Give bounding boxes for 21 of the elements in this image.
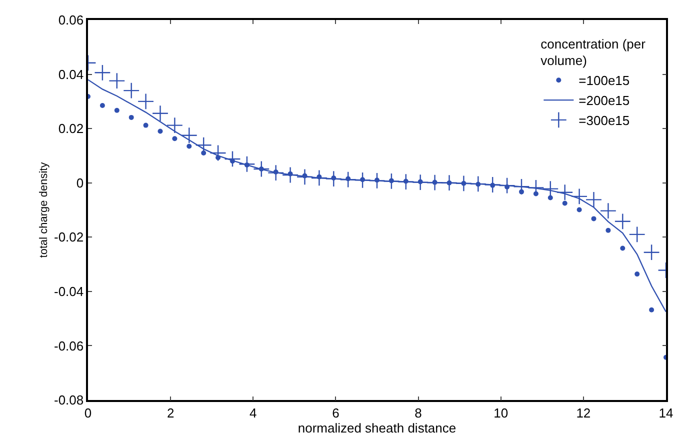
y-tick-label: 0.02 xyxy=(58,121,84,136)
x-tick-label: 4 xyxy=(250,405,257,420)
x-tick-label: 12 xyxy=(576,405,591,420)
x-axis-title: normalized sheath distance xyxy=(298,420,456,436)
legend-label: =100e15 xyxy=(578,73,630,88)
legend-label: =300e15 xyxy=(578,113,630,128)
y-tick-label: 0 xyxy=(76,175,84,190)
y-axis-title: total charge density xyxy=(38,162,50,258)
legend-label: =200e15 xyxy=(578,93,630,108)
x-tick-label: 8 xyxy=(414,405,422,420)
y-tick-label: -0.06 xyxy=(54,338,84,354)
y-tick-label: 0.06 xyxy=(58,12,84,28)
legend-title: concentration (per volume) xyxy=(540,36,646,68)
x-tick-label: 6 xyxy=(332,405,340,420)
y-tick-label: -0.08 xyxy=(54,392,84,408)
x-tick-label: 14 xyxy=(658,405,674,420)
x-tick-label: 2 xyxy=(166,405,174,420)
y-tick-label: -0.02 xyxy=(54,230,84,245)
x-tick-label: 10 xyxy=(494,405,508,420)
y-tick-label: 0.04 xyxy=(58,66,84,82)
y-tick-label: -0.04 xyxy=(54,284,84,299)
